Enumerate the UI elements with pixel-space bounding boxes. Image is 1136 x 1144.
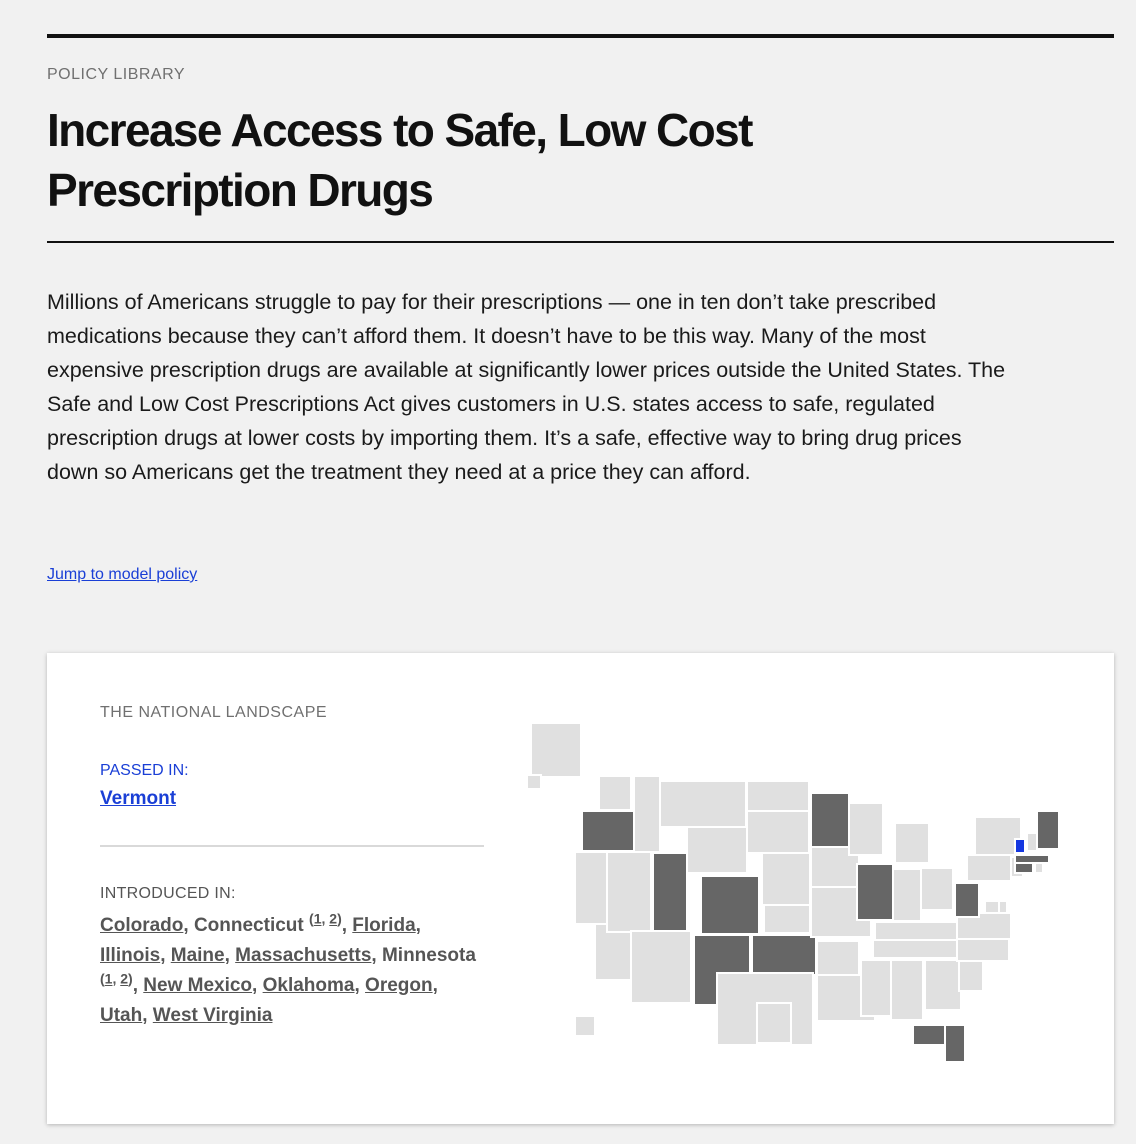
- state-nd: [746, 780, 810, 812]
- state-nh: [1026, 832, 1038, 852]
- state-link-florida[interactable]: Florida: [352, 915, 416, 936]
- state-link-oregon[interactable]: Oregon: [365, 975, 433, 996]
- state-in: [892, 868, 922, 922]
- state-ak: [527, 774, 542, 790]
- state-ok[interactable]: [751, 934, 817, 976]
- state-wi: [848, 802, 884, 856]
- state-wy: [686, 826, 748, 874]
- state-ny: [974, 816, 1022, 856]
- state-pa: [966, 854, 1012, 882]
- passed-state-link-vermont[interactable]: Vermont: [100, 788, 177, 809]
- state-sc: [958, 958, 984, 992]
- introduced-in-label: INTRODUCED IN:: [100, 885, 236, 902]
- state-link-colorado[interactable]: Colorado: [100, 915, 184, 936]
- state-sd: [746, 810, 810, 854]
- state-de: [998, 900, 1008, 914]
- state-oh: [920, 867, 954, 911]
- state-link-new-mexico[interactable]: New Mexico: [143, 975, 253, 996]
- footnotes-connecticut: (1, 2): [309, 910, 342, 927]
- page-title: Increase Access to Safe, Low Cost Prescr…: [47, 104, 753, 216]
- top-rule: [47, 34, 1114, 38]
- footnotes-minnesota: (1, 2): [100, 970, 133, 987]
- state-il[interactable]: [856, 863, 894, 921]
- passed-in-label: PASSED IN:: [100, 762, 189, 779]
- state-name-minnesota: Minnesota: [381, 945, 476, 966]
- national-landscape-card: THE NATIONAL LANDSCAPE PASSED IN: Vermon…: [47, 653, 1114, 1124]
- state-link-utah[interactable]: Utah: [100, 1005, 143, 1026]
- jump-to-model-policy-link[interactable]: Jump to model policy: [47, 566, 198, 583]
- state-ma[interactable]: [1014, 854, 1050, 864]
- state-link-oklahoma[interactable]: Oklahoma: [262, 975, 355, 996]
- state-ct[interactable]: [1014, 862, 1034, 874]
- footnote-link[interactable]: 1: [313, 910, 322, 927]
- footnote-link[interactable]: 2: [120, 970, 129, 987]
- landscape-eyebrow: THE NATIONAL LANDSCAPE: [100, 704, 328, 721]
- state-az: [630, 930, 692, 1004]
- state-wa: [598, 775, 632, 811]
- state-ks: [763, 904, 811, 934]
- state-name-connecticut: Connecticut: [193, 915, 304, 936]
- state-ga: [924, 959, 962, 1011]
- title-rule: [47, 241, 1114, 243]
- state-ne: [761, 852, 811, 906]
- footnote-link[interactable]: 1: [104, 970, 113, 987]
- state-mt: [659, 780, 747, 828]
- state-link-maine[interactable]: Maine: [170, 945, 225, 966]
- state-link-massachusetts[interactable]: Massachusetts: [235, 945, 372, 966]
- state-mi: [894, 822, 930, 864]
- intro-paragraph: Millions of Americans struggle to pay fo…: [47, 290, 1006, 484]
- state-ms: [860, 959, 892, 1017]
- section-eyebrow: POLICY LIBRARY: [47, 66, 186, 83]
- state-ak: [530, 722, 582, 778]
- state-vt[interactable]: [1014, 838, 1026, 854]
- state-ut[interactable]: [652, 852, 688, 936]
- state-al: [890, 959, 924, 1021]
- state-tn: [872, 939, 958, 959]
- state-wv[interactable]: [954, 882, 980, 918]
- state-ri: [1034, 862, 1044, 874]
- state-me[interactable]: [1036, 810, 1060, 850]
- state-fl[interactable]: [944, 1024, 966, 1061]
- state-co[interactable]: [700, 875, 760, 935]
- footnote-link[interactable]: 2: [329, 910, 338, 927]
- state-link-west-virginia[interactable]: West Virginia: [152, 1005, 273, 1026]
- state-nc: [956, 938, 1010, 962]
- divider: [100, 845, 484, 847]
- state-id: [633, 775, 661, 853]
- state-tx: [756, 1002, 792, 1044]
- state-nv: [606, 851, 652, 933]
- state-or[interactable]: [581, 810, 635, 852]
- state-link-illinois[interactable]: Illinois: [100, 945, 161, 966]
- state-mn[interactable]: [810, 792, 850, 848]
- state-md: [984, 900, 1000, 914]
- introduced-state-list: Colorado, Connecticut (1, 2), Florida, I…: [100, 910, 476, 1026]
- state-hi: [574, 1015, 596, 1037]
- us-state-map: [527, 722, 1060, 1061]
- state-ar: [816, 940, 860, 976]
- state-ca: [574, 851, 608, 925]
